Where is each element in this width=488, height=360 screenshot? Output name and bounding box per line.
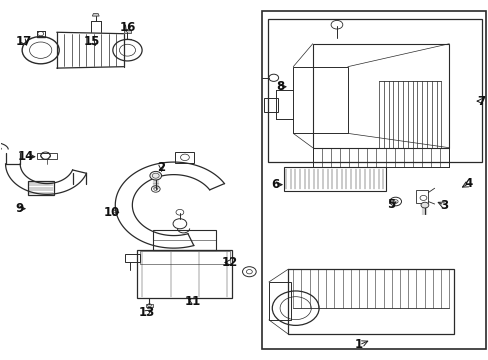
- Polygon shape: [92, 14, 99, 16]
- Bar: [27, 181, 54, 195]
- Text: 1: 1: [354, 338, 363, 351]
- Bar: [261, 12, 485, 348]
- Text: 10: 10: [103, 206, 120, 219]
- Polygon shape: [145, 304, 153, 307]
- Text: 4: 4: [464, 177, 472, 190]
- Bar: [267, 19, 482, 162]
- Text: 16: 16: [119, 21, 135, 34]
- Text: 6: 6: [270, 178, 279, 191]
- Text: 14: 14: [18, 150, 34, 163]
- Bar: [125, 253, 140, 262]
- Bar: [283, 167, 385, 191]
- Bar: [268, 282, 290, 320]
- Text: 17: 17: [16, 35, 32, 49]
- Text: 13: 13: [139, 306, 155, 319]
- Text: 12: 12: [221, 256, 238, 269]
- Bar: [37, 153, 57, 159]
- Text: 8: 8: [275, 80, 284, 93]
- Bar: [264, 98, 277, 112]
- Text: 9: 9: [15, 202, 23, 215]
- Circle shape: [420, 202, 428, 208]
- Bar: [153, 230, 216, 250]
- Bar: [312, 44, 448, 148]
- Text: 5: 5: [386, 198, 394, 211]
- Bar: [140, 251, 229, 264]
- Bar: [293, 67, 347, 134]
- Bar: [137, 250, 232, 298]
- Bar: [415, 190, 427, 203]
- Text: 15: 15: [84, 35, 101, 49]
- Text: 7: 7: [476, 95, 484, 108]
- Bar: [175, 152, 193, 163]
- Circle shape: [150, 171, 161, 180]
- Bar: [288, 269, 453, 334]
- Text: 2: 2: [157, 161, 165, 174]
- Polygon shape: [124, 30, 131, 33]
- Text: 11: 11: [185, 295, 201, 308]
- Text: 3: 3: [440, 199, 447, 212]
